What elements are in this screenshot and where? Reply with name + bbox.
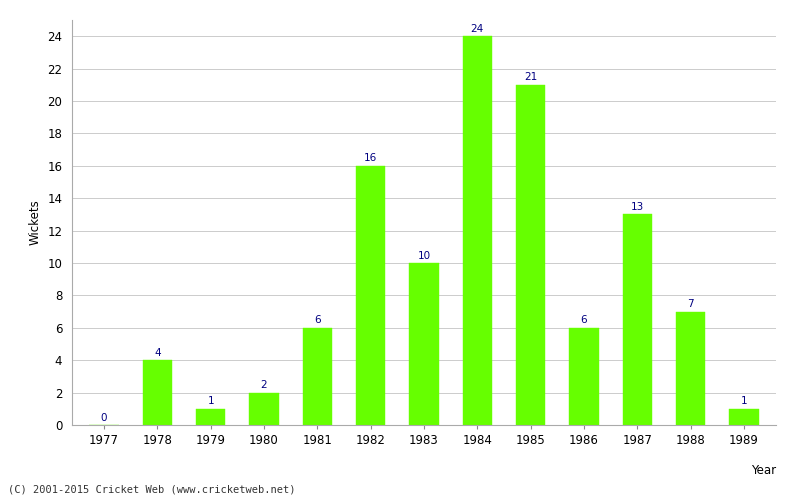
Text: 1: 1 <box>207 396 214 406</box>
Y-axis label: Wickets: Wickets <box>29 200 42 246</box>
Text: 2: 2 <box>261 380 267 390</box>
Bar <box>302 328 332 425</box>
Text: 24: 24 <box>470 24 484 34</box>
Text: 4: 4 <box>154 348 161 358</box>
Bar <box>356 166 386 425</box>
Text: 10: 10 <box>418 250 430 260</box>
Text: 21: 21 <box>524 72 538 83</box>
Bar <box>410 263 438 425</box>
Bar <box>462 36 492 425</box>
Text: 0: 0 <box>101 412 107 422</box>
Bar <box>196 409 226 425</box>
Bar <box>676 312 706 425</box>
Bar <box>516 85 546 425</box>
Bar <box>250 392 278 425</box>
Text: Year: Year <box>751 464 776 477</box>
Bar <box>622 214 652 425</box>
Text: 1: 1 <box>741 396 747 406</box>
Bar <box>570 328 598 425</box>
Text: 16: 16 <box>364 154 378 164</box>
Text: 7: 7 <box>687 299 694 309</box>
Text: (C) 2001-2015 Cricket Web (www.cricketweb.net): (C) 2001-2015 Cricket Web (www.cricketwe… <box>8 485 295 495</box>
Bar <box>730 409 758 425</box>
Text: 13: 13 <box>630 202 644 212</box>
Text: 6: 6 <box>314 316 321 326</box>
Bar <box>142 360 172 425</box>
Text: 6: 6 <box>581 316 587 326</box>
